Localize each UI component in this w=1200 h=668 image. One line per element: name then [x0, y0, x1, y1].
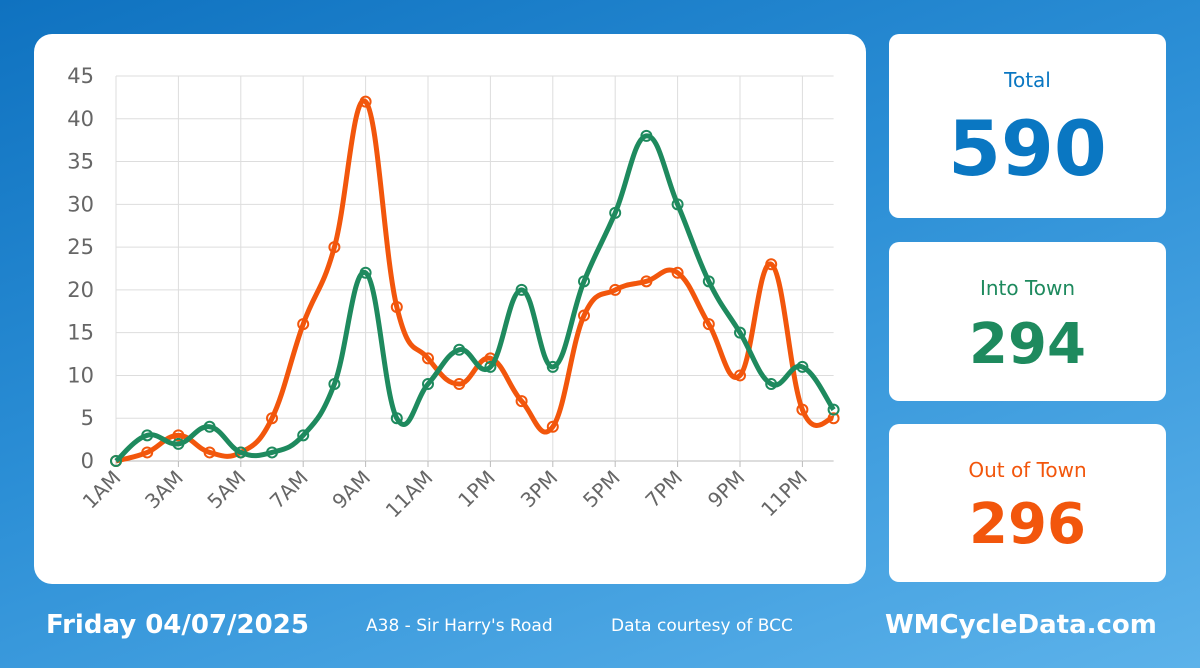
- x-tick-label: 11AM: [381, 466, 438, 523]
- point: [796, 403, 809, 416]
- y-tick-label: 15: [67, 321, 94, 345]
- point: [110, 455, 122, 467]
- point: [578, 309, 590, 322]
- point: [172, 437, 185, 450]
- point: [328, 241, 341, 254]
- point: [515, 283, 528, 296]
- x-tick-label: 5PM: [578, 466, 625, 513]
- point: [734, 369, 746, 382]
- point: [578, 275, 590, 288]
- point: [609, 206, 622, 219]
- point: [671, 198, 684, 211]
- point: [734, 326, 746, 339]
- x-tick-label: 7PM: [640, 466, 687, 513]
- point: [359, 266, 372, 279]
- point: [827, 412, 840, 425]
- point: [390, 412, 403, 425]
- point: [702, 318, 715, 331]
- point: [390, 301, 403, 313]
- series-line: [114, 133, 836, 463]
- x-tick-label: 3AM: [140, 466, 188, 514]
- point: [297, 429, 310, 442]
- y-tick-label: 45: [67, 64, 94, 88]
- point: [266, 412, 278, 425]
- out-card: Out of Town 296: [889, 424, 1166, 582]
- x-tick-label: 11PM: [756, 466, 812, 522]
- into-card: Into Town 294: [889, 242, 1166, 401]
- total-label: Total: [1004, 68, 1051, 92]
- chart-panel: 0 5 10 15 20 25 30 35 40 45 1AM 3AM 5AM 7AM 9AM 11AM 1PM…: [34, 34, 866, 584]
- point: [422, 352, 434, 365]
- point: [141, 429, 154, 442]
- y-tick-label: 0: [81, 449, 94, 473]
- y-tick-label: 5: [81, 406, 94, 430]
- point: [546, 420, 559, 433]
- y-tick-label: 40: [67, 107, 94, 131]
- x-tick-label: 5AM: [202, 466, 250, 514]
- y-tick-label: 10: [67, 363, 94, 387]
- footer-location: A38 - Sir Harry's Road: [366, 616, 553, 636]
- x-tick-label: 3PM: [516, 466, 563, 513]
- y-tick-label: 35: [67, 150, 94, 174]
- x-tick-label: 9PM: [703, 466, 750, 513]
- out-label: Out of Town: [968, 458, 1087, 482]
- total-card: Total 590: [889, 34, 1166, 218]
- point: [702, 275, 715, 288]
- point: [234, 446, 247, 459]
- x-tick-label: 9AM: [327, 466, 375, 514]
- point: [484, 360, 497, 373]
- point: [827, 403, 840, 416]
- point: [515, 395, 528, 408]
- point: [172, 429, 185, 442]
- point: [453, 343, 466, 356]
- x-tick-label: 7AM: [265, 466, 313, 514]
- point: [796, 360, 809, 373]
- point: [765, 378, 778, 390]
- point: [609, 283, 622, 296]
- out-value: 296: [969, 492, 1086, 557]
- point: [765, 258, 778, 271]
- point: [266, 446, 278, 459]
- point: [422, 378, 434, 390]
- footer-credit: Data courtesy of BCC: [611, 616, 793, 636]
- total-value: 590: [948, 104, 1107, 193]
- point: [546, 360, 559, 373]
- point: [203, 420, 216, 433]
- point: [203, 446, 216, 459]
- point: [359, 95, 372, 108]
- point: [141, 446, 154, 459]
- into-value: 294: [969, 312, 1086, 377]
- point: [297, 318, 310, 331]
- footer-site: WMCycleData.com: [885, 610, 1157, 640]
- y-tick-label: 25: [67, 235, 94, 259]
- point: [453, 378, 466, 390]
- y-tick-label: 20: [67, 278, 94, 302]
- y-tick-label: 30: [67, 192, 94, 216]
- x-tick-label: 1PM: [453, 466, 500, 513]
- point: [640, 275, 653, 288]
- point: [640, 129, 653, 142]
- footer-date: Friday 04/07/2025: [46, 610, 309, 640]
- point: [671, 266, 684, 279]
- into-label: Into Town: [979, 276, 1076, 300]
- series-line: [115, 98, 835, 464]
- point: [328, 378, 341, 390]
